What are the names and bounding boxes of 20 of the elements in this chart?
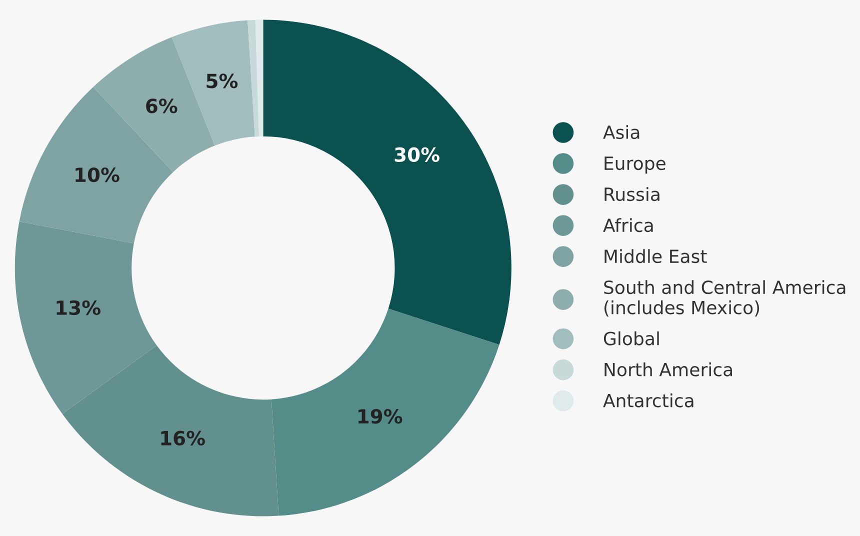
legend-label: Russia <box>604 187 660 202</box>
legend-label: Africa <box>603 218 653 232</box>
legend-label: Asia <box>603 125 640 140</box>
legend-label: Global <box>604 331 659 346</box>
legend-label: South and Central America (includes Mexico) <box>604 280 846 316</box>
data-label: 30% <box>394 147 440 162</box>
data-label: 10% <box>76 167 120 182</box>
legend-label: Antarctica <box>603 393 694 408</box>
legend-label: Europe <box>604 156 666 174</box>
data-label: 13% <box>56 300 100 316</box>
data-label: 6% <box>146 98 178 114</box>
data-label: 16% <box>161 430 205 446</box>
data-label: 19% <box>358 409 402 424</box>
donut-slice <box>271 308 500 516</box>
legend-label: Middle East <box>604 249 707 264</box>
donut-slice <box>263 20 512 345</box>
data-label: 5% <box>206 74 238 88</box>
legend-label: North America <box>604 362 732 376</box>
donut-slice <box>248 20 260 137</box>
donut-slice <box>255 20 264 136</box>
